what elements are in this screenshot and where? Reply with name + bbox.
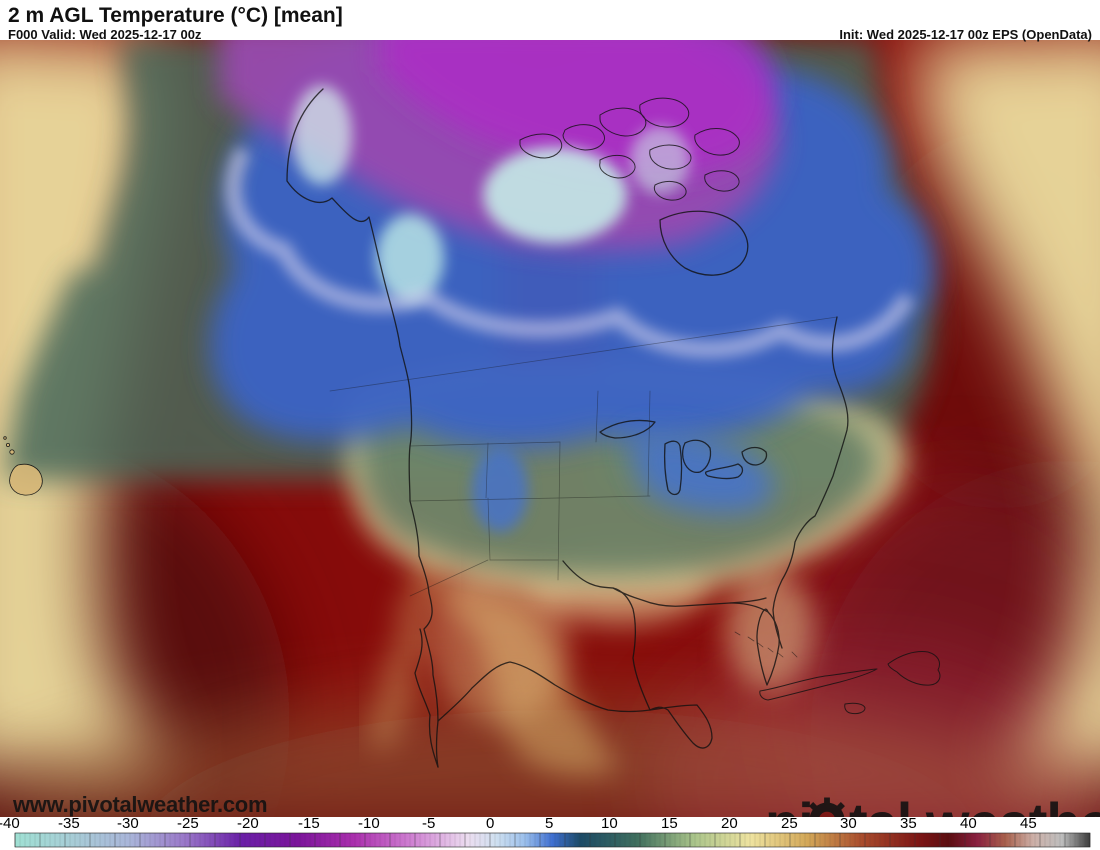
svg-text:tal weather: tal weather <box>849 791 1100 817</box>
svg-text:pi: pi <box>765 791 813 817</box>
svg-text:www.pivotalweather.com: www.pivotalweather.com <box>12 792 267 817</box>
